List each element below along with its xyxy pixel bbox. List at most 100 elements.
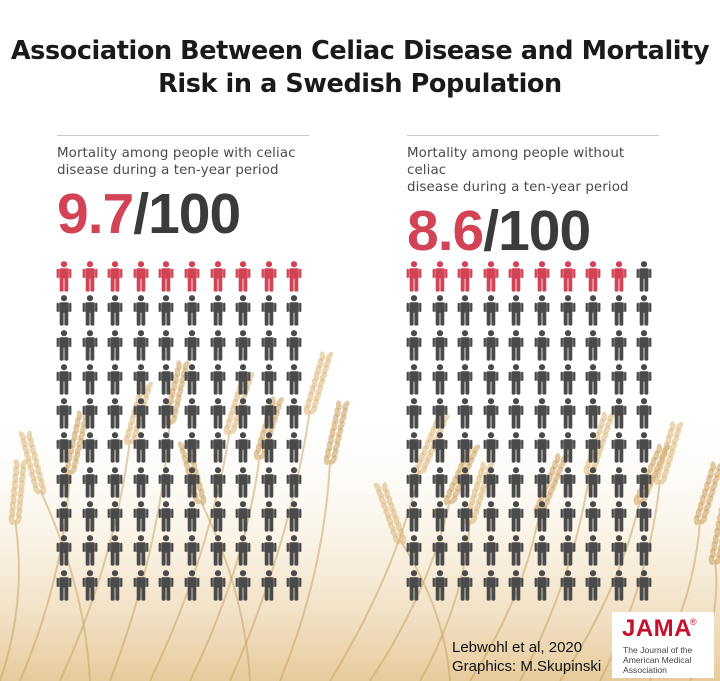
caption-line-2: disease during a ten-year period [57, 163, 279, 178]
person-icon [210, 363, 225, 395]
person-icon [82, 466, 97, 498]
person-icon [611, 432, 627, 464]
person-icon [210, 535, 225, 566]
person-icon [158, 466, 174, 498]
person-icon [56, 535, 72, 566]
person-icon [432, 329, 447, 361]
person-icon [184, 535, 200, 566]
person-icon [508, 261, 524, 292]
person-icon [432, 432, 447, 464]
person-icon [210, 295, 225, 326]
person-icon [210, 501, 225, 532]
person-icon [432, 398, 447, 429]
divider [57, 135, 309, 136]
person-icon [56, 329, 72, 361]
person-icon [483, 535, 499, 566]
person-icon [432, 501, 447, 532]
person-icon [406, 466, 422, 498]
person-icon [406, 329, 422, 361]
person-icon [184, 466, 200, 498]
person-icon [457, 432, 473, 464]
person-icon [261, 261, 277, 292]
person-icon [133, 501, 149, 532]
person-icon [133, 569, 149, 601]
person-icon [261, 535, 277, 566]
person-icon [56, 569, 72, 601]
person-icon [560, 363, 575, 395]
person-icon [158, 501, 174, 532]
person-icon [406, 432, 422, 464]
person-icon [82, 363, 97, 395]
non-celiac-mortality-rate: 8.6/100 [407, 201, 659, 261]
person-icon [261, 329, 277, 361]
person-icon [457, 398, 473, 429]
graphics-credit: Graphics: M.Skupinski [452, 658, 602, 675]
person-icon [158, 569, 174, 601]
person-icon [406, 501, 422, 532]
person-icon [406, 398, 422, 429]
person-icon [158, 261, 174, 292]
non-celiac-panel: Mortality among people without celiac di… [407, 135, 659, 261]
person-icon [286, 535, 302, 566]
person-icon [82, 569, 97, 601]
celiac-mortality-rate: 9.7/100 [57, 184, 309, 244]
person-icon [560, 569, 575, 601]
person-icon [560, 466, 575, 498]
celiac-panel: Mortality among people with celiac disea… [57, 135, 309, 244]
person-icon [286, 329, 302, 361]
person-icon [56, 261, 72, 292]
person-icon [636, 261, 652, 292]
person-icon [107, 363, 123, 395]
person-icon [483, 261, 499, 292]
rate-denominator: /100 [133, 182, 241, 246]
person-icon [184, 501, 200, 532]
person-icon [82, 329, 97, 361]
person-icon [133, 295, 149, 326]
person-icon [184, 261, 200, 292]
person-icon [56, 363, 72, 395]
person-icon [457, 569, 473, 601]
non-celiac-person-grid [406, 261, 662, 604]
person-icon [133, 398, 149, 429]
person-icon [286, 466, 302, 498]
person-icon [158, 398, 174, 429]
person-icon [261, 466, 277, 498]
person-icon [82, 432, 97, 464]
person-icon [235, 432, 251, 464]
person-icon [483, 569, 499, 601]
person-icon [406, 261, 422, 292]
person-icon [585, 569, 601, 601]
person-icon [56, 466, 72, 498]
person-icon [432, 363, 447, 395]
person-icon [56, 501, 72, 532]
caption-line-2: disease during a ten-year period [407, 180, 629, 195]
person-icon [432, 295, 447, 326]
person-icon [432, 535, 447, 566]
person-icon [457, 329, 473, 361]
person-icon [483, 432, 499, 464]
person-icon [133, 466, 149, 498]
person-icon [585, 535, 601, 566]
person-icon [210, 432, 225, 464]
person-icon [457, 501, 473, 532]
person-icon [82, 501, 97, 532]
person-icon [457, 295, 473, 326]
person-icon [184, 329, 200, 361]
person-icon [286, 261, 302, 292]
person-icon [611, 569, 627, 601]
person-icon [235, 329, 251, 361]
person-icon [107, 501, 123, 532]
person-icon [611, 501, 627, 532]
caption-line-1: Mortality among people with celiac [57, 146, 296, 161]
person-icon [560, 329, 575, 361]
caption-line-1: Mortality among people without celiac [407, 146, 625, 178]
person-icon [210, 261, 225, 292]
person-icon [560, 501, 575, 532]
celiac-caption: Mortality among people with celiac disea… [57, 145, 309, 179]
person-icon [158, 432, 174, 464]
rate-denominator: /100 [483, 199, 591, 263]
person-icon [210, 466, 225, 498]
person-icon [560, 432, 575, 464]
person-icon [432, 569, 447, 601]
person-icon [585, 466, 601, 498]
